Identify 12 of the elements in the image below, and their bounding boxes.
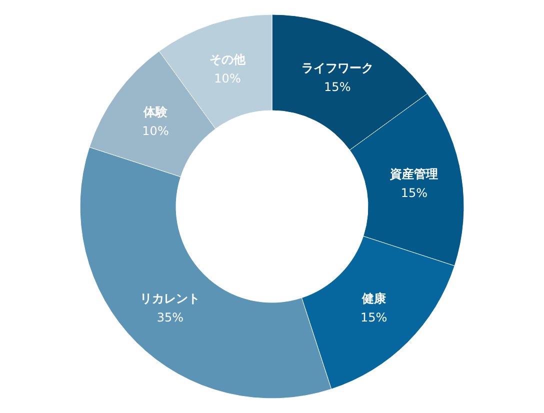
data-label: 10%: [142, 124, 169, 138]
slice-label: 体験: [142, 104, 168, 119]
slice-label: 健康: [360, 291, 387, 306]
data-label: 15%: [324, 80, 351, 94]
data-label: 10%: [214, 72, 241, 86]
slice-label: リカレント: [140, 291, 200, 306]
slice-label: 資産管理: [389, 166, 438, 181]
data-label: 35%: [156, 310, 184, 324]
slice-label: その他: [210, 52, 246, 67]
slice-label: ライフワーク: [301, 61, 374, 76]
data-label: 15%: [400, 186, 428, 200]
data-label: 15%: [360, 310, 388, 324]
